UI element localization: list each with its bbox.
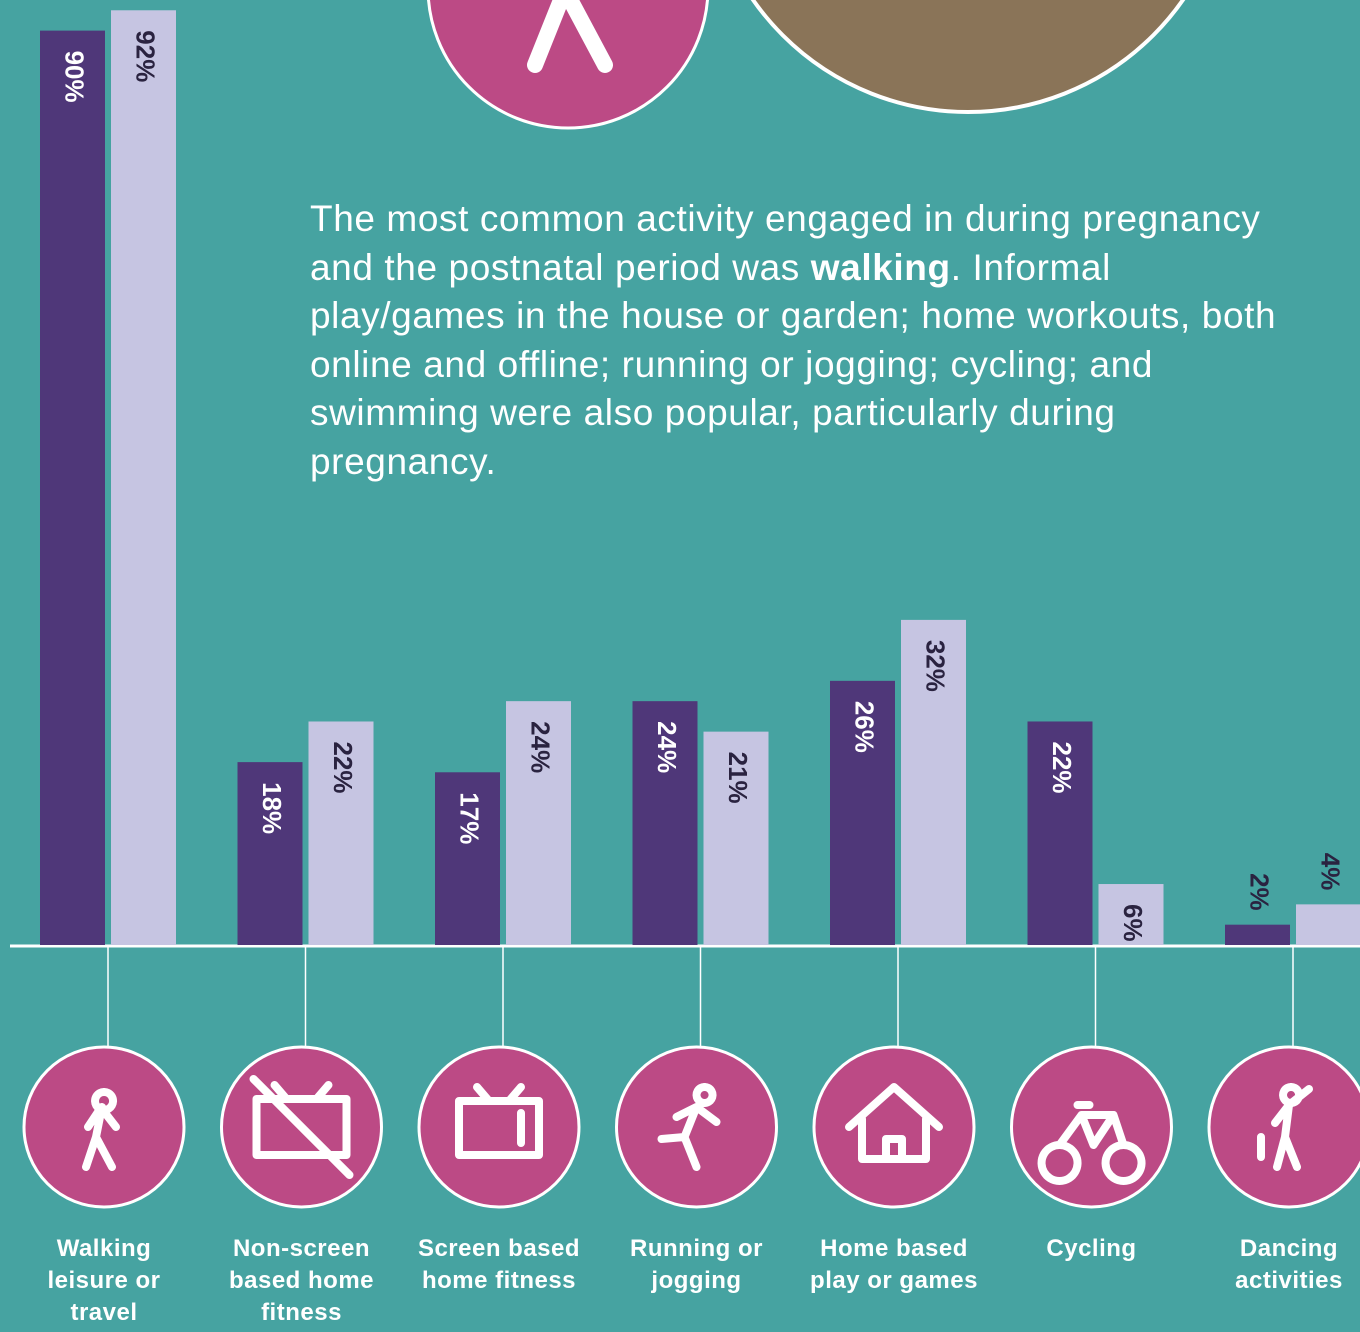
category-icon [249,1075,354,1179]
value-label: 90% [60,51,90,103]
value-label: 22% [1047,741,1077,793]
category-icon-badge [22,1045,186,1209]
bar [703,731,769,945]
category-label: Non-screen based home fitness [228,1235,375,1326]
category-label: Dancing activities [1235,1235,1343,1294]
category-label: Screen based home fitness [417,1235,581,1294]
category-icon [845,1083,943,1163]
bar [901,619,966,945]
bar [1296,904,1360,945]
bar [1098,884,1164,945]
category-icon-badge [1010,1045,1173,1209]
category-icon [82,1088,120,1171]
value-label: 92% [131,30,161,82]
walking-icon [527,0,613,73]
category-label: Running or jogging [630,1235,763,1294]
value-label: 22% [328,741,358,793]
category-label: Walking leisure or travel [47,1235,161,1326]
bar [111,10,176,945]
bar [830,680,895,945]
photo [750,0,1186,114]
walking-badge [427,0,709,130]
text: The most common activity engaged in duri… [310,198,1261,288]
category-icon-badge [615,1045,778,1209]
bar [632,701,698,945]
category-icon-badge [812,1045,976,1209]
category-icon-badge [417,1045,581,1209]
bar [1027,721,1093,945]
value-label: 18% [257,782,287,834]
bar [308,721,374,945]
value-label: 24% [526,721,556,773]
value-label: 17% [455,792,485,844]
value-label: 26% [850,701,880,753]
bar [237,762,303,945]
bar [40,30,105,946]
value-label: 4% [1316,853,1346,891]
bold-text: walking [810,246,951,288]
value-label: 21% [723,752,753,804]
bar [506,701,571,945]
category-icon [455,1083,543,1159]
value-label: 6% [1118,904,1148,942]
value-label: 24% [652,721,682,773]
category-icon [657,1083,721,1171]
value-label: 2% [1245,873,1275,911]
category-label: Cycling [1046,1235,1137,1262]
bar [435,772,500,945]
value-label: 32% [921,640,951,692]
bar [1225,924,1290,945]
category-icon [1257,1083,1313,1171]
intro-text: The most common activity engaged in duri… [310,195,1300,486]
category-label: Home based play or games [810,1235,978,1294]
text: . Informal play/games in the house or ga… [310,246,1277,482]
category-icon [1037,1101,1146,1185]
